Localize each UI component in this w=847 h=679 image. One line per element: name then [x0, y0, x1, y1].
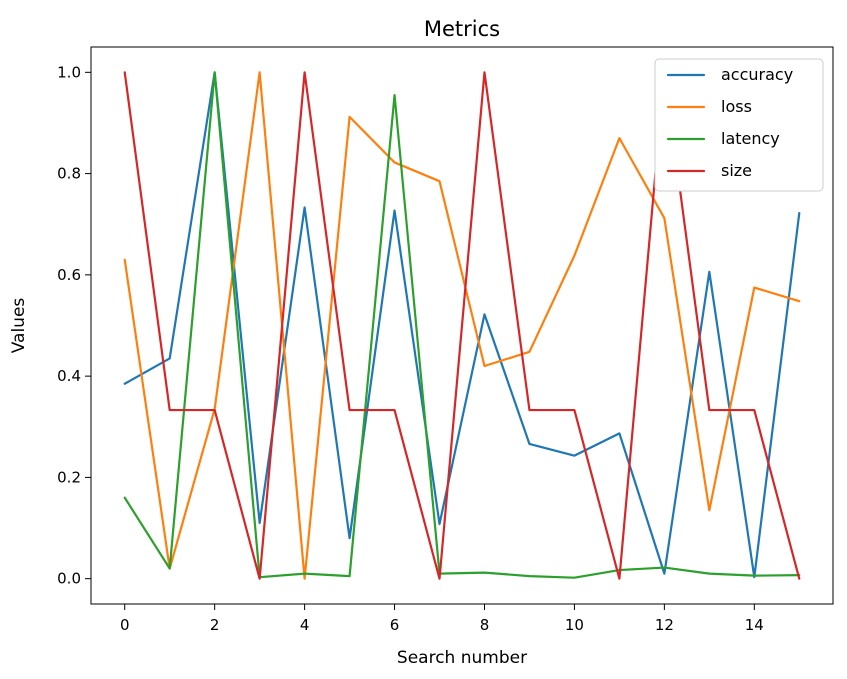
legend-label-accuracy: accuracy [721, 65, 793, 84]
y-ticks: 0.0 0.2 0.4 0.6 0.8 1.0 [57, 63, 91, 588]
legend-box [654, 58, 824, 192]
y-tick-label: 0.0 [57, 570, 81, 588]
legend-label-loss: loss [721, 97, 752, 116]
x-tick-label: 14 [745, 616, 764, 634]
series-line-latency [123, 71, 801, 579]
x-tick-label: 8 [480, 616, 490, 634]
legend: accuracy loss latency size [654, 58, 824, 192]
x-tick-label: 0 [120, 616, 130, 634]
y-tick-label: 0.6 [57, 266, 81, 284]
y-axis-label: Values [9, 298, 29, 354]
chart-title: Metrics [424, 17, 500, 41]
x-ticks: 0 2 4 6 8 10 12 14 [120, 604, 764, 634]
x-tick-label: 2 [210, 616, 220, 634]
series-layer [123, 71, 801, 580]
y-tick-label: 0.2 [57, 468, 81, 486]
x-tick-label: 10 [565, 616, 584, 634]
series-line-accuracy [123, 71, 801, 579]
y-tick-label: 0.4 [57, 367, 81, 385]
series-line-loss [123, 71, 801, 580]
x-axis-label: Search number [397, 648, 527, 668]
y-tick-label: 0.8 [57, 165, 81, 183]
legend-items: accuracy loss latency size [666, 65, 793, 180]
x-tick-label: 6 [390, 616, 400, 634]
legend-label-size: size [721, 161, 752, 180]
legend-label-latency: latency [721, 129, 780, 148]
series-line-size [123, 71, 801, 580]
y-tick-label: 1.0 [57, 63, 81, 81]
plot-frame [90, 46, 834, 605]
x-tick-label: 4 [300, 616, 310, 634]
x-tick-label: 12 [655, 616, 674, 634]
